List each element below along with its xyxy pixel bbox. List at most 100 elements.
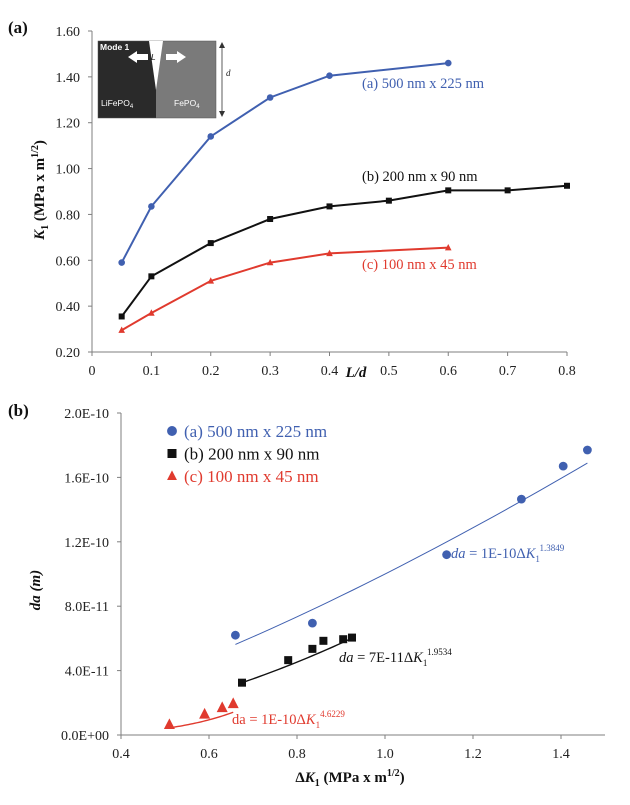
- depth-label: d: [226, 68, 231, 78]
- fit-line: [169, 711, 234, 729]
- data-point: [266, 94, 274, 101]
- legend-entry: (c) 100 nm x 45 nm: [184, 467, 319, 486]
- x-tick-label: 0.7: [499, 364, 517, 379]
- data-point: [118, 259, 125, 266]
- data-point: [517, 494, 526, 504]
- legend-marker: [167, 470, 177, 481]
- series-label: (a) 500 nm x 225 nm: [362, 76, 485, 92]
- y-tick-label: 0.60: [56, 254, 81, 269]
- x-tick-label: 0.8: [558, 364, 576, 379]
- legend-entry: (a) 500 nm x 225 nm: [184, 422, 327, 441]
- fit-line: [235, 462, 588, 645]
- panel-a-label: (a): [8, 18, 28, 37]
- data-point: [444, 59, 452, 67]
- series-0: [231, 445, 592, 645]
- inset-crack-label: L: [151, 52, 156, 62]
- data-point: [266, 258, 274, 266]
- data-point: [504, 187, 511, 194]
- depth-arrow-down-icon: [219, 111, 225, 117]
- y-tick-label: 0.40: [56, 300, 81, 315]
- y-tick-label: 8.0E-11: [65, 600, 109, 615]
- data-point: [444, 243, 452, 251]
- x-tick-label: 1.0: [376, 747, 394, 762]
- y-tick-label: 1.6E-10: [64, 471, 109, 486]
- series-1: [238, 633, 356, 687]
- x-tick-label: 0.4: [112, 747, 130, 762]
- panel-b: (b) 0.0E+00 4.0E-11 8.0E-11 1.2E-10 1.6E-10 2.…: [8, 401, 605, 789]
- series-label: (c) 100 nm x 45 nm: [362, 257, 477, 273]
- x-tick-label: 0.1: [143, 364, 161, 379]
- data-point: [326, 72, 333, 80]
- data-point: [148, 203, 155, 210]
- data-point: [267, 216, 274, 223]
- series-line: [120, 62, 449, 264]
- y-tick-label: 1.00: [56, 163, 81, 178]
- data-point: [238, 678, 246, 687]
- panel-b-label: (b): [8, 401, 29, 420]
- x-tick-label: 1.2: [464, 747, 482, 762]
- series-2: [118, 243, 452, 333]
- y-axis-title: K1 (MPa x m1/2): [30, 140, 51, 241]
- data-point: [207, 133, 215, 140]
- data-point: [326, 203, 333, 210]
- y-axis-title: da (m): [28, 570, 44, 610]
- inset-right-block: [156, 41, 216, 118]
- data-point: [308, 644, 317, 653]
- x-tick-label: 0.8: [288, 747, 306, 762]
- y-tick-label: 1.40: [56, 71, 81, 86]
- right-arrow-icon: [166, 51, 186, 63]
- data-point: [216, 701, 228, 713]
- x-tick-label: 0.6: [440, 364, 458, 379]
- x-tick-label: 0.6: [200, 747, 218, 762]
- x-axis-title: L/d: [345, 365, 367, 381]
- data-point: [442, 550, 451, 560]
- legend-entry: (b) 200 nm x 90 nm: [184, 445, 320, 464]
- fit-line: [241, 637, 353, 684]
- data-point: [207, 240, 214, 247]
- data-point: [231, 630, 240, 640]
- inset-title: Mode 1: [100, 42, 130, 52]
- data-point: [319, 636, 328, 645]
- data-point: [564, 182, 570, 189]
- x-tick-label: 1.4: [552, 747, 570, 762]
- y-tick-label: 4.0E-11: [65, 665, 109, 680]
- fit-equation: da = 1E-10ΔK14.6229: [232, 709, 345, 730]
- inset-right-label: FePO4: [174, 98, 200, 110]
- data-point: [583, 445, 592, 455]
- legend-marker: [167, 426, 177, 436]
- fit-equation: da = 1E-10ΔK11.3849: [451, 543, 565, 564]
- panel-a: (a) 0.20 0.40 0.60 0.80 1.00 1.20 1.40 1.60 0 0.1 0…: [8, 18, 576, 381]
- x-tick-label: 0: [89, 364, 96, 379]
- data-point: [207, 277, 215, 284]
- data-point: [348, 633, 356, 642]
- inset-mode1: Mode 1 LiFePO4 FePO4 Ld: [97, 40, 231, 119]
- x-tick-label: 0.3: [261, 364, 279, 379]
- data-point: [199, 707, 211, 719]
- y-tick-label: 0.20: [56, 346, 81, 361]
- data-point: [385, 197, 392, 204]
- data-point: [163, 718, 175, 730]
- x-tick-label: 0.2: [202, 364, 220, 379]
- legend-marker: [167, 449, 177, 458]
- series-2: [163, 697, 239, 730]
- y-tick-label: 1.20: [56, 117, 81, 132]
- data-point: [148, 309, 155, 316]
- series-line: [120, 184, 568, 318]
- data-point: [227, 697, 239, 709]
- y-tick-label: 0.0E+00: [61, 729, 109, 744]
- inset-left-block: [98, 41, 156, 118]
- y-tick-label: 1.2E-10: [64, 536, 109, 551]
- x-axis-title: ΔK1 (MPa x m1/2): [295, 768, 404, 789]
- data-point: [339, 635, 348, 644]
- data-point: [558, 461, 568, 471]
- data-point: [284, 656, 293, 665]
- inset-crack: [149, 41, 163, 90]
- x-tick-label: 0.5: [380, 364, 398, 379]
- series-1: [118, 182, 570, 320]
- data-point: [118, 326, 125, 333]
- data-point: [148, 273, 155, 280]
- left-arrow-icon: [128, 51, 148, 63]
- inset-left-label: LiFePO4: [101, 98, 134, 110]
- data-point: [445, 187, 452, 194]
